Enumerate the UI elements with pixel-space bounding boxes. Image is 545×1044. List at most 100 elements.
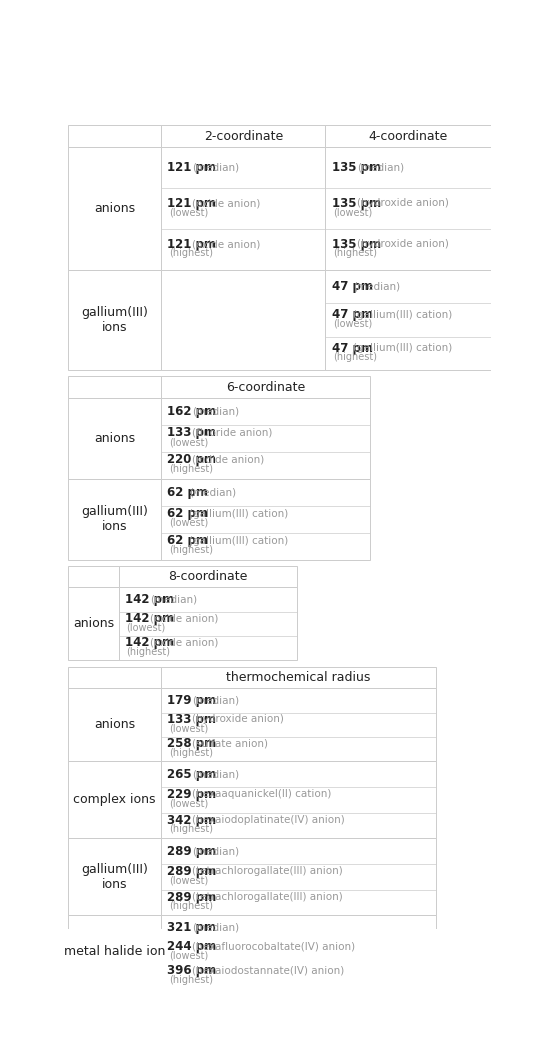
Bar: [68, 666, 161, 688]
Text: 229 pm: 229 pm: [167, 788, 216, 801]
Text: (gallium(III) cation): (gallium(III) cation): [353, 343, 452, 353]
Text: 396 pm: 396 pm: [167, 965, 216, 977]
Text: (median): (median): [150, 594, 197, 604]
Text: 47 pm: 47 pm: [331, 308, 373, 322]
Text: 258 pm: 258 pm: [167, 737, 216, 751]
Bar: [68, 270, 161, 371]
Bar: [161, 125, 325, 147]
Text: (hydroxide anion): (hydroxide anion): [357, 198, 449, 208]
Text: anions: anions: [94, 432, 135, 445]
Text: (median): (median): [192, 769, 240, 779]
Bar: [325, 270, 490, 371]
Bar: [118, 588, 296, 661]
Text: (oxide anion): (oxide anion): [192, 198, 261, 208]
Text: (median): (median): [189, 488, 236, 497]
Bar: [161, 838, 436, 916]
Text: metal halide ion: metal halide ion: [64, 946, 165, 958]
Text: (highest): (highest): [169, 825, 213, 834]
Text: thermochemical radius: thermochemical radius: [227, 671, 371, 684]
Text: 244 pm: 244 pm: [167, 940, 216, 953]
Text: (lowest): (lowest): [169, 723, 208, 734]
Text: (oxide anion): (oxide anion): [150, 638, 218, 648]
Bar: [325, 147, 490, 270]
Text: (highest): (highest): [333, 352, 377, 362]
Text: 220 pm: 220 pm: [167, 453, 216, 467]
Text: (highest): (highest): [169, 545, 213, 555]
Text: 47 pm: 47 pm: [331, 341, 373, 355]
Text: 2-coordinate: 2-coordinate: [204, 129, 283, 143]
Text: gallium(III)
ions: gallium(III) ions: [81, 862, 148, 891]
Text: 321 pm: 321 pm: [167, 921, 216, 934]
Bar: [161, 270, 325, 371]
Text: (tetrachlorogallate(III) anion): (tetrachlorogallate(III) anion): [192, 867, 343, 876]
Text: gallium(III)
ions: gallium(III) ions: [81, 306, 148, 334]
Text: 179 pm: 179 pm: [167, 694, 216, 707]
Text: (oxide anion): (oxide anion): [150, 614, 218, 623]
Text: 62 pm: 62 pm: [167, 535, 208, 547]
Text: (lowest): (lowest): [169, 799, 208, 809]
Text: (median): (median): [357, 163, 404, 172]
Bar: [68, 838, 161, 916]
Text: 289 pm: 289 pm: [167, 845, 216, 857]
Bar: [161, 147, 325, 270]
Text: (median): (median): [192, 163, 240, 172]
Text: (hexafluorocobaltate(IV) anion): (hexafluorocobaltate(IV) anion): [192, 942, 355, 951]
Bar: [161, 761, 436, 838]
Text: (highest): (highest): [333, 248, 377, 258]
Text: (highest): (highest): [169, 248, 213, 258]
Text: (lowest): (lowest): [169, 518, 208, 528]
Text: 135 pm: 135 pm: [331, 238, 381, 251]
Text: (hexaiodostannate(IV) anion): (hexaiodostannate(IV) anion): [192, 966, 344, 976]
Text: 265 pm: 265 pm: [167, 767, 216, 781]
Text: (hydroxide anion): (hydroxide anion): [192, 714, 284, 725]
Bar: [161, 376, 371, 398]
Text: 133 pm: 133 pm: [167, 426, 216, 440]
Bar: [68, 147, 161, 270]
Text: anions: anions: [94, 718, 135, 731]
Text: (lowest): (lowest): [333, 318, 372, 329]
Bar: [68, 125, 161, 147]
Text: 47 pm: 47 pm: [331, 280, 373, 293]
Text: (sulfate anion): (sulfate anion): [192, 739, 269, 749]
Text: (hexaaquanickel(II) cation): (hexaaquanickel(II) cation): [192, 789, 332, 800]
Text: 62 pm: 62 pm: [167, 507, 208, 520]
Text: anions: anions: [94, 201, 135, 215]
Text: (median): (median): [353, 282, 400, 291]
Text: (lowest): (lowest): [169, 437, 208, 447]
Text: (highest): (highest): [126, 647, 170, 657]
Text: anions: anions: [72, 617, 114, 631]
Text: 162 pm: 162 pm: [167, 405, 216, 418]
Text: 4-coordinate: 4-coordinate: [368, 129, 447, 143]
Text: 142 pm: 142 pm: [125, 637, 174, 649]
Bar: [161, 666, 436, 688]
Text: (hydroxide anion): (hydroxide anion): [357, 239, 449, 250]
Text: (gallium(III) cation): (gallium(III) cation): [353, 310, 452, 319]
Text: (gallium(III) cation): (gallium(III) cation): [189, 536, 288, 546]
Text: (lowest): (lowest): [333, 208, 372, 217]
Text: 142 pm: 142 pm: [125, 612, 174, 625]
Bar: [68, 398, 161, 479]
Text: (highest): (highest): [169, 465, 213, 474]
Text: 6-coordinate: 6-coordinate: [226, 381, 305, 394]
Text: (median): (median): [192, 406, 240, 417]
Bar: [161, 916, 436, 989]
Text: (oxide anion): (oxide anion): [192, 239, 261, 250]
Text: (lowest): (lowest): [126, 622, 166, 633]
Text: (fluoride anion): (fluoride anion): [192, 428, 273, 437]
Text: (median): (median): [192, 923, 240, 932]
Text: (lowest): (lowest): [169, 208, 208, 217]
Text: 342 pm: 342 pm: [167, 813, 216, 827]
Text: (median): (median): [192, 846, 240, 856]
Text: 142 pm: 142 pm: [125, 593, 174, 606]
Text: (highest): (highest): [169, 748, 213, 758]
Bar: [68, 376, 161, 398]
Bar: [68, 566, 118, 588]
Bar: [68, 479, 161, 560]
Text: (tetrachlorogallate(III) anion): (tetrachlorogallate(III) anion): [192, 892, 343, 902]
Text: (lowest): (lowest): [169, 951, 208, 960]
Text: 135 pm: 135 pm: [331, 161, 381, 174]
Text: 121 pm: 121 pm: [167, 238, 216, 251]
Text: 62 pm: 62 pm: [167, 485, 208, 499]
Bar: [68, 761, 161, 838]
Bar: [68, 588, 118, 661]
